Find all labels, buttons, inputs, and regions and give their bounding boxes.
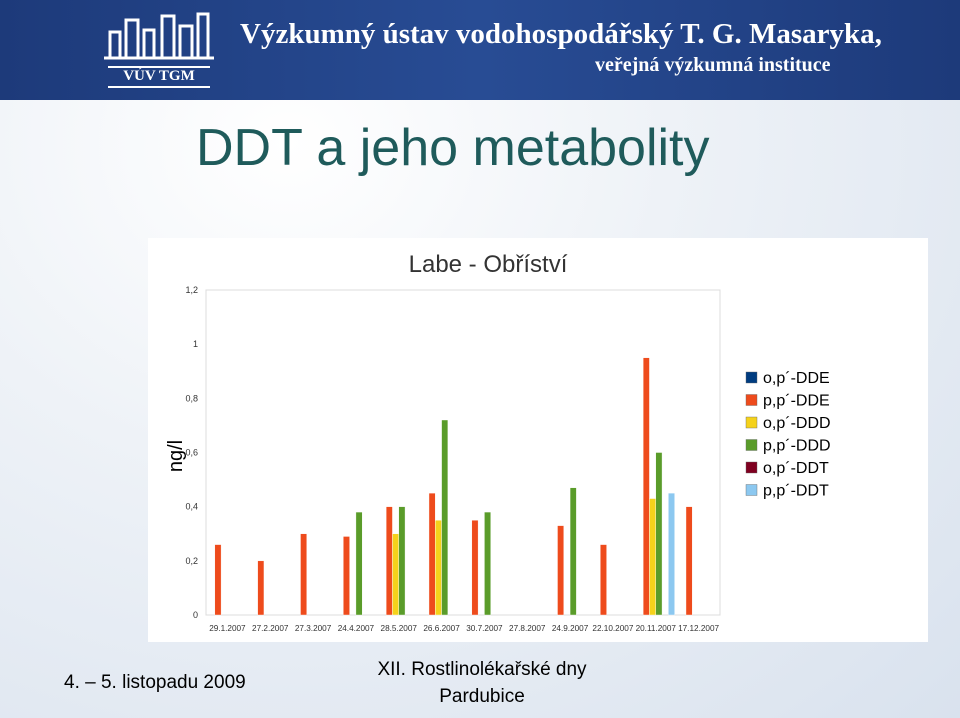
footer-event-name: XII. Rostlinolékařské dny <box>377 659 587 680</box>
legend-swatch-p,p´-DDT <box>745 484 758 496</box>
header-banner: VÚV TGM Výzkumný ústav vodohospodářský T… <box>0 0 960 100</box>
x-tick-label: 28.5.2007 <box>381 624 418 633</box>
bar-p,p´-DDE-24.4.2007 <box>343 536 350 616</box>
bar-p,p´-DDD-24.9.2007 <box>569 487 577 616</box>
legend-swatch-o,p´-DDE <box>745 371 758 384</box>
x-tick-label: 27.3.2007 <box>295 624 332 633</box>
bar-p,p´-DDD-26.6.2007 <box>441 419 449 616</box>
x-tick-label: 29.1.2007 <box>209 624 246 633</box>
bar-p,p´-DDT-20.11.2007 <box>668 492 675 616</box>
legend-swatch-p,p´-DDD <box>745 439 758 451</box>
chart-title: Labe - Obříství <box>409 251 568 278</box>
bar-p,p´-DDE-20.11.2007 <box>642 357 650 616</box>
y-tick-label: 0,4 <box>185 502 198 512</box>
y-tick-label: 1,2 <box>185 285 198 295</box>
x-tick-label: 30.7.2007 <box>466 624 503 633</box>
bar-p,p´-DDE-17.12.2007 <box>685 506 693 616</box>
logo-text: VÚV TGM <box>108 66 210 88</box>
bar-p,p´-DDE-27.3.2007 <box>300 533 307 616</box>
legend-swatch-o,p´-DDD <box>745 416 758 429</box>
bar-p,p´-DDE-27.2.2007 <box>257 560 265 616</box>
footer-date: 4. – 5. listopadu 2009 <box>64 672 246 693</box>
bar-p,p´-DDD-28.5.2007 <box>398 506 406 616</box>
y-tick-label: 0,6 <box>185 448 198 458</box>
bar-o,p´-DDD-20.11.2007 <box>649 498 656 616</box>
bar-p,p´-DDD-20.11.2007 <box>655 452 663 616</box>
bar-o,p´-DDD-26.6.2007 <box>435 520 442 616</box>
bar-o,p´-DDD-28.5.2007 <box>392 533 399 616</box>
org-name: Výzkumný ústav vodohospodářský T. G. Mas… <box>240 18 882 50</box>
building-icon <box>104 12 214 60</box>
bar-p,p´-DDE-22.10.2007 <box>600 544 607 616</box>
x-tick-label: 20.11.2007 <box>636 624 677 633</box>
legend-label: o,p´-DDT <box>763 460 829 477</box>
bar-p,p´-DDE-29.1.2007 <box>214 544 222 616</box>
legend-label: p,p´-DDD <box>763 438 831 455</box>
legend-label: o,p´-DDD <box>763 415 831 432</box>
y-tick-label: 1 <box>193 339 198 349</box>
bar-p,p´-DDE-24.9.2007 <box>557 525 564 616</box>
x-tick-label: 27.8.2007 <box>509 624 546 633</box>
y-tick-label: 0 <box>193 610 198 620</box>
bar-p,p´-DDD-30.7.2007 <box>484 511 491 616</box>
bar-p,p´-DDE-26.6.2007 <box>428 492 436 616</box>
y-tick-label: 0,2 <box>185 556 198 566</box>
x-tick-label: 22.10.2007 <box>592 624 633 633</box>
y-axis-label: ng/l <box>165 440 187 472</box>
bar-p,p´-DDE-28.5.2007 <box>385 506 393 616</box>
legend-label: o,p´-DDE <box>763 370 830 387</box>
x-tick-label: 27.2.2007 <box>252 624 289 633</box>
footer-event: XII. Rostlinolékařské dny Pardubice <box>376 656 588 710</box>
x-tick-label: 24.9.2007 <box>552 624 589 633</box>
bar-chart: Labe - Obříství ng/l 0 0,2 0,4 0,6 0,8 1 1,2 29.1… <box>165 251 831 633</box>
org-subtitle: veřejná výzkumná instituce <box>595 54 831 76</box>
footer-event-place: Pardubice <box>439 686 525 707</box>
x-tick-label: 24.4.2007 <box>338 624 375 633</box>
plot-frame <box>205 289 721 616</box>
legend-swatch-o,p´-DDT <box>745 461 758 474</box>
legend-label: p,p´-DDT <box>763 483 829 500</box>
legend-swatch-p,p´-DDE <box>745 394 758 406</box>
vuv-logo: VÚV TGM <box>100 6 218 92</box>
slide-title: DDT a jeho metabolity <box>196 119 710 177</box>
legend-label: p,p´-DDE <box>763 393 830 410</box>
x-tick-label: 17.12.2007 <box>678 624 719 633</box>
bar-p,p´-DDE-30.7.2007 <box>471 520 479 616</box>
chart-panel: Labe - Obříství ng/l 0 0,2 0,4 0,6 0,8 1 1,2 29.1… <box>148 238 928 642</box>
x-tick-label: 26.6.2007 <box>423 624 460 633</box>
y-tick-label: 0,8 <box>185 393 198 403</box>
bar-p,p´-DDD-24.4.2007 <box>355 511 363 616</box>
